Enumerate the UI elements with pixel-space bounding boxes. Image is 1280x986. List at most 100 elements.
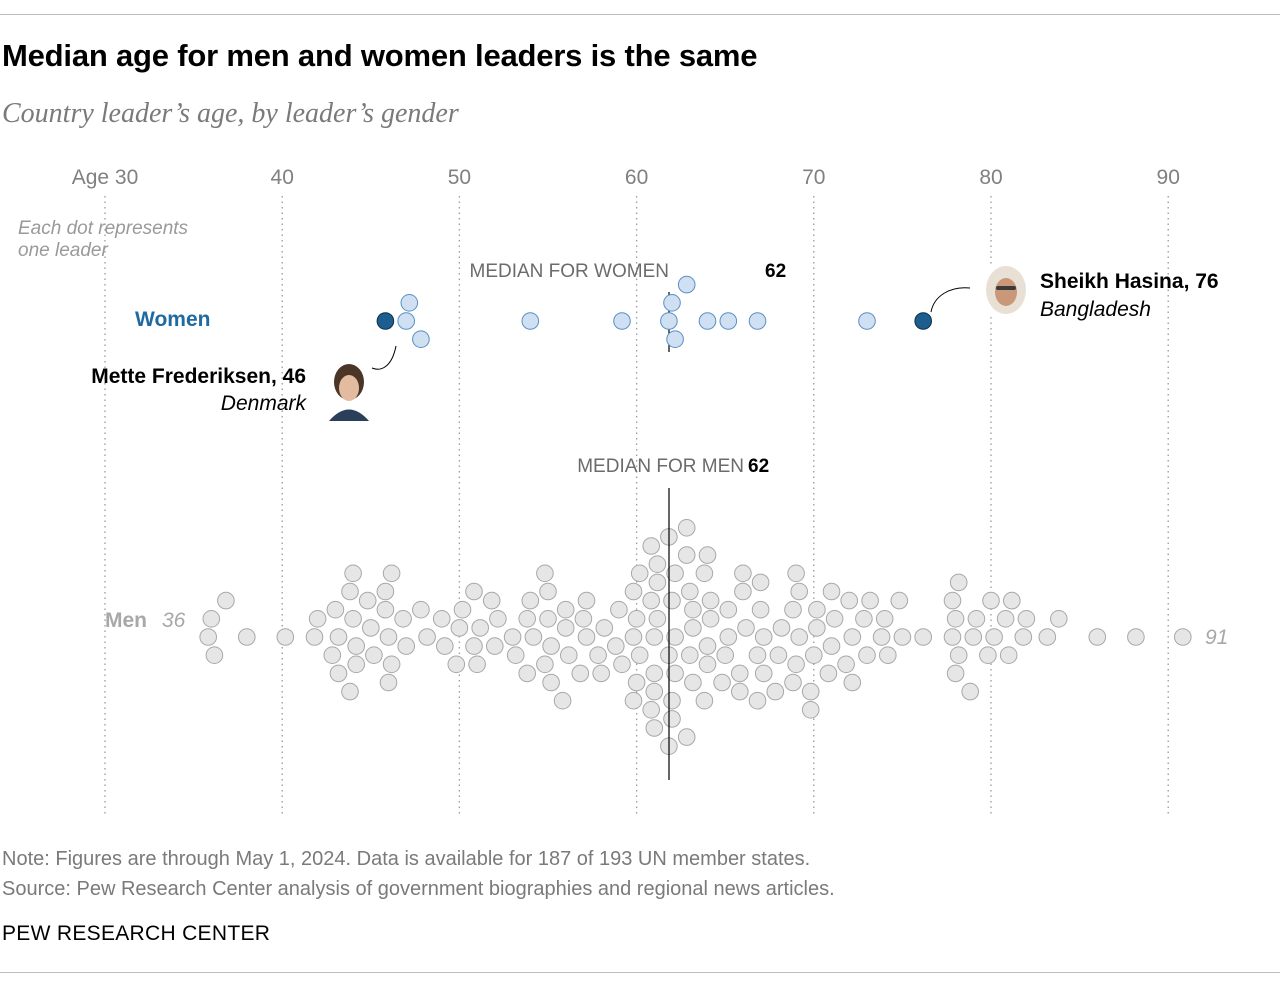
x-tick-label: 80 bbox=[979, 166, 1002, 189]
men-dot bbox=[329, 628, 348, 646]
men-dot bbox=[1003, 591, 1021, 610]
x-axis: Age 30 40 50 60 70 80 90 bbox=[72, 166, 1180, 189]
men-dot bbox=[642, 591, 661, 610]
men-dot bbox=[875, 610, 894, 628]
men-dot bbox=[698, 637, 717, 655]
men-dot bbox=[624, 628, 643, 646]
men-dot bbox=[766, 682, 785, 701]
men-dot bbox=[1038, 628, 1057, 646]
men-dot bbox=[542, 673, 560, 692]
men-dot bbox=[748, 646, 767, 665]
men-dot bbox=[323, 646, 342, 665]
men-dot bbox=[217, 591, 235, 610]
men-dot bbox=[822, 637, 841, 655]
men-dot bbox=[858, 646, 876, 665]
men-dot bbox=[701, 591, 720, 610]
men-dot bbox=[681, 646, 699, 665]
women-dot bbox=[748, 312, 767, 330]
men-dot bbox=[946, 610, 965, 628]
men-dot bbox=[666, 628, 684, 646]
men-dot bbox=[979, 646, 997, 665]
men-dot bbox=[344, 610, 362, 628]
men-dot bbox=[790, 628, 809, 646]
women-dot bbox=[660, 312, 678, 330]
men-dot bbox=[801, 682, 820, 701]
highlighted-leader-dot bbox=[914, 312, 933, 330]
men-dot bbox=[1017, 610, 1036, 628]
x-tick-label: 40 bbox=[271, 166, 294, 189]
men-dot bbox=[701, 610, 720, 628]
men-dot bbox=[996, 610, 1015, 628]
brand-name: PEW RESEARCH CENTER bbox=[2, 922, 271, 945]
men-dot bbox=[985, 628, 1003, 646]
men-dot bbox=[518, 610, 537, 628]
men-dot bbox=[666, 564, 684, 583]
women-dot bbox=[521, 312, 540, 330]
men-dot bbox=[418, 628, 436, 646]
men-dot bbox=[627, 610, 646, 628]
women-dot bbox=[677, 275, 696, 294]
men-dot bbox=[784, 673, 802, 692]
men-dot bbox=[276, 628, 295, 646]
women-dot bbox=[663, 294, 681, 312]
men-dot bbox=[684, 673, 702, 692]
men-dot bbox=[734, 564, 752, 583]
annotation-name: Mette Frederiksen, 46 bbox=[91, 365, 306, 388]
men-dot bbox=[199, 628, 217, 646]
men-dot bbox=[556, 619, 575, 637]
men-dot bbox=[506, 646, 525, 665]
men-dot bbox=[698, 655, 717, 674]
men-dot bbox=[949, 573, 968, 592]
men-dot bbox=[855, 610, 873, 628]
beeswarm-chart: Age 30 40 50 60 70 80 90 Each dot represents o… bbox=[18, 166, 1228, 815]
men-dot bbox=[737, 619, 755, 637]
x-tick-label: 60 bbox=[625, 166, 648, 189]
men-dot bbox=[205, 646, 224, 665]
men-dot bbox=[642, 701, 661, 719]
men-dot bbox=[805, 646, 823, 665]
men-dot bbox=[365, 646, 383, 665]
men-dot bbox=[645, 664, 664, 683]
men-dot bbox=[645, 628, 664, 646]
men-dot bbox=[624, 582, 643, 601]
men-dot bbox=[382, 655, 401, 674]
annotation-mette-frederiksen: Mette Frederiksen, 46 Denmark bbox=[91, 345, 397, 421]
x-tick-label: 70 bbox=[802, 166, 825, 189]
women-series: Women MEDIAN FOR WOMEN 62 bbox=[135, 261, 933, 352]
men-dot bbox=[450, 619, 469, 637]
men-min-age-label: 36 bbox=[162, 609, 186, 632]
men-dot bbox=[536, 655, 554, 674]
men-dot bbox=[347, 655, 366, 674]
men-dot bbox=[734, 582, 752, 601]
men-dot bbox=[825, 610, 844, 628]
men-dot bbox=[822, 582, 841, 601]
men-median-value: 62 bbox=[748, 456, 769, 477]
men-dot bbox=[465, 637, 483, 655]
women-dot bbox=[412, 330, 430, 349]
men-dot bbox=[556, 600, 575, 619]
annotation-leader-line bbox=[371, 345, 397, 370]
men-dot bbox=[577, 591, 596, 610]
men-dot bbox=[751, 573, 770, 592]
men-dot bbox=[329, 664, 348, 683]
men-dot bbox=[946, 664, 965, 683]
men-dot bbox=[999, 646, 1018, 665]
bottom-rule bbox=[0, 972, 1280, 973]
men-dot bbox=[716, 646, 735, 665]
top-rule bbox=[0, 14, 1280, 15]
men-dot bbox=[542, 637, 560, 655]
men-dot bbox=[524, 628, 543, 646]
x-tick-label: 50 bbox=[448, 166, 471, 189]
women-dot bbox=[858, 312, 876, 330]
men-dot bbox=[341, 682, 359, 701]
women-dot bbox=[698, 312, 717, 330]
men-dot bbox=[787, 655, 805, 674]
men-dot bbox=[536, 564, 554, 583]
men-dot bbox=[1088, 628, 1107, 646]
annotation-country: Bangladesh bbox=[1040, 298, 1151, 321]
legend-note-line1: Each dot represents bbox=[18, 218, 189, 239]
men-dot bbox=[982, 591, 1000, 610]
men-dot bbox=[521, 591, 540, 610]
men-dots bbox=[199, 519, 1192, 756]
men-dot bbox=[961, 682, 980, 701]
